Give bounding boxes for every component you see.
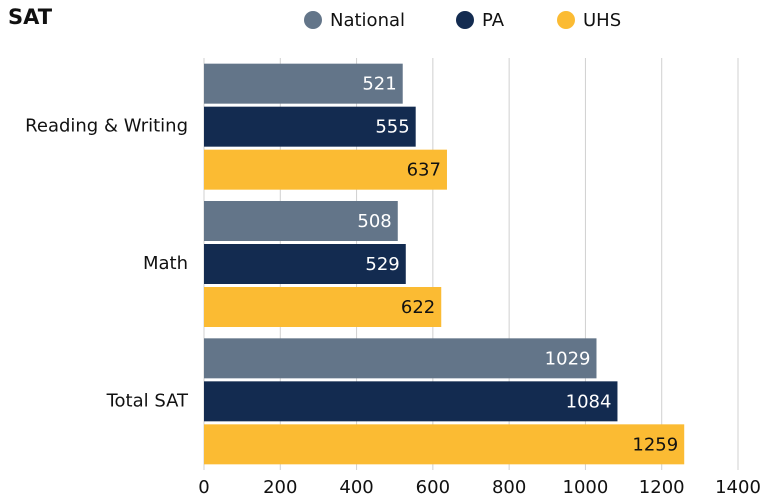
data-label: 529 [365,254,399,275]
y-tick-label: Total SAT [106,390,189,411]
bar [204,106,416,147]
x-tick-label: 400 [339,477,373,498]
legend-label: UHS [583,10,621,31]
bar [204,63,403,104]
x-tick-label: 800 [492,477,526,498]
legend-swatch [557,11,575,29]
bar [204,201,398,241]
data-label: 508 [357,211,391,232]
bar [204,244,406,284]
bar [204,381,618,422]
bar [204,424,685,465]
y-tick-label: Math [143,253,188,274]
data-label: 1084 [566,391,612,412]
legend-label: PA [482,10,505,31]
x-tick-label: 1200 [639,477,685,498]
x-tick-label: 1000 [563,477,609,498]
data-label: 637 [407,160,441,181]
x-tick-label: 200 [263,477,297,498]
x-tick-label: 1400 [715,477,761,498]
bar [204,338,597,379]
x-tick-label: 600 [416,477,450,498]
legend-label: National [330,10,405,31]
data-label: 622 [401,297,435,318]
bar [204,149,447,190]
data-label: 1259 [632,434,678,455]
bar [204,287,442,327]
legend-swatch [304,11,322,29]
data-label: 555 [375,117,409,138]
data-label: 521 [362,74,396,95]
legend-swatch [456,11,474,29]
y-tick-label: Reading & Writing [25,116,188,137]
data-label: 1029 [545,348,591,369]
x-tick-label: 0 [198,477,209,498]
chart-title: SAT [8,5,53,29]
